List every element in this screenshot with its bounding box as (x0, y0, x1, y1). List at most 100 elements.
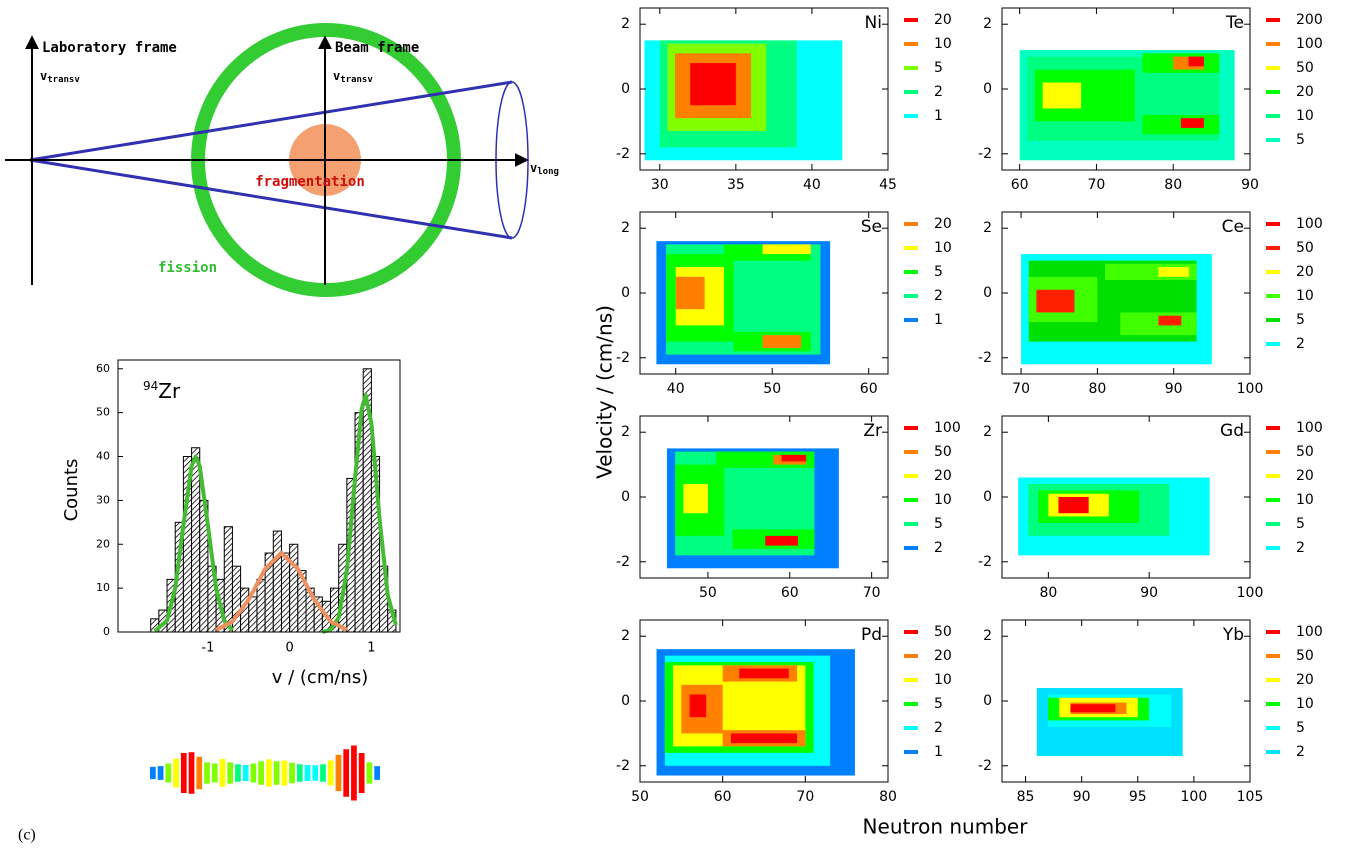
cells (644, 40, 843, 161)
x-tick-label: 60 (781, 585, 799, 601)
x-tick-label: 80 (1039, 585, 1057, 601)
y-tick-label: -2 (616, 758, 630, 774)
legend-label: 100 (1296, 420, 1323, 436)
legend-swatch (1266, 750, 1280, 754)
heat-cell (765, 535, 798, 546)
legend-label: 2 (934, 540, 943, 556)
strip-cell (327, 760, 334, 786)
y-tick-label: 2 (621, 220, 630, 236)
y-tick-label: -2 (616, 350, 630, 366)
legend-label: 5 (1296, 516, 1305, 532)
x-tick-label: 85 (1017, 789, 1035, 805)
y-axis-label: Counts (61, 459, 82, 522)
legend-swatch (1266, 654, 1280, 658)
y-tick-label: 0 (621, 489, 630, 505)
x-tick-label: 70 (1088, 177, 1106, 193)
strip-cell (351, 745, 357, 801)
legend-swatch (904, 246, 918, 250)
heatmap-panel: Zr -2 0 2 50 60 70 100 50 20 10 5 2 (616, 415, 961, 601)
y-tick-label: 2 (983, 424, 992, 440)
panel-title: Gd (1220, 421, 1244, 441)
legend-label: 50 (1296, 648, 1314, 664)
beam-frame-label: Beam frame (335, 40, 419, 56)
legend-label: 20 (1296, 468, 1314, 484)
legend-label: 20 (934, 468, 952, 484)
panel-title: Se (861, 217, 882, 237)
x-tick-label: 90 (1241, 177, 1259, 193)
panel-title: Te (1225, 13, 1244, 33)
legend-label: 10 (934, 672, 952, 688)
legend-swatch (904, 90, 918, 94)
heatmap-panel: Se -2 0 2 40 50 60 20 10 5 2 1 (616, 211, 952, 397)
y-tick-label: 2 (621, 424, 630, 440)
legend-label: 10 (1296, 288, 1314, 304)
y-tick-label: -2 (616, 554, 630, 570)
legend-label: 10 (1296, 492, 1314, 508)
x-tick-label: 40 (667, 381, 685, 397)
legend-label: 5 (934, 696, 943, 712)
hist-bar (223, 526, 233, 633)
legend-label: 20 (1296, 84, 1314, 100)
title-background (848, 214, 886, 238)
panel-title: Ni (865, 13, 882, 33)
legend-swatch (1266, 294, 1280, 298)
y-axis-title: Velocity / (cm/ns) (593, 305, 617, 479)
legend-label: 20 (1296, 672, 1314, 688)
title-background (1210, 622, 1248, 646)
legend-swatch (904, 318, 918, 322)
legend-label: 10 (1296, 108, 1314, 124)
legend-label: 50 (1296, 240, 1314, 256)
heat-cell (1142, 114, 1220, 135)
strip-cell (281, 760, 288, 786)
legend-swatch (904, 630, 918, 634)
strip-cell (204, 762, 210, 784)
y-tick-label: 20 (96, 537, 110, 550)
heat-cell (1036, 289, 1075, 313)
heatmap-panel: Ce -2 0 2 70 80 90 100 100 50 20 10 5 2 (978, 211, 1323, 397)
isotope-label: 94Zr (143, 379, 181, 403)
cells (667, 448, 839, 569)
velocity-strip (150, 745, 380, 801)
x-tick-label: 90 (1073, 789, 1091, 805)
legend-swatch (1266, 18, 1280, 22)
long-axis-label: vlong (530, 161, 559, 177)
legend-swatch (904, 66, 918, 70)
heat-cell (781, 454, 807, 462)
y-tick-label: 0 (983, 489, 992, 505)
legend-label: 100 (1296, 36, 1323, 52)
legend-label: 2 (934, 288, 943, 304)
legend-swatch (1266, 498, 1280, 502)
title-background (848, 418, 886, 442)
y-tick-label: 30 (96, 493, 110, 506)
heat-cell (689, 694, 707, 718)
heat-cell (675, 276, 705, 310)
heatmap-panel: Pd -2 0 2 50 60 70 80 50 20 10 5 2 1 (616, 619, 952, 805)
heat-cell (730, 733, 798, 744)
legend-label: 20 (934, 648, 952, 664)
legend-swatch (1266, 90, 1280, 94)
legend-swatch (904, 474, 918, 478)
legend-swatch (1266, 702, 1280, 706)
legend-label: 200 (1296, 12, 1323, 28)
legend-swatch (904, 522, 918, 526)
strip-cell (211, 763, 218, 783)
fragmentation-label: fragmentation (255, 174, 365, 190)
title-background (1210, 10, 1248, 34)
legend-swatch (904, 654, 918, 658)
strip-cell (157, 766, 164, 780)
legend-swatch (1266, 630, 1280, 634)
heatmap-panel: Te -2 0 2 60 70 80 90 200 100 50 20 10 5 (978, 7, 1323, 193)
y-tick-label: 2 (621, 16, 630, 32)
heat-cell (690, 63, 736, 106)
legend-swatch (904, 114, 918, 118)
legend-label: 1 (934, 312, 943, 328)
legend-label: 2 (934, 720, 943, 736)
legend-label: 20 (1296, 264, 1314, 280)
symbol: v (333, 69, 340, 83)
hist-bar (248, 596, 258, 633)
x-tick-label: 105 (1237, 789, 1264, 805)
legend-label: 10 (934, 492, 952, 508)
legend-swatch (1266, 246, 1280, 250)
strip-cell (320, 764, 326, 782)
